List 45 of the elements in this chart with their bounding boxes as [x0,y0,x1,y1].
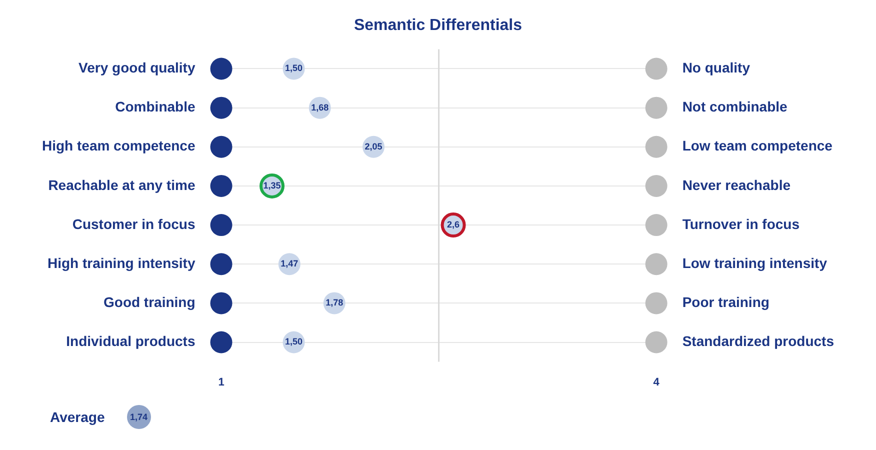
point [645,58,668,80]
point [645,96,668,119]
y-tick-label: High training intensity [47,254,196,271]
y2-tick-label: Low training intensity [682,254,828,271]
y2-tick-label: Never reachable [682,176,791,193]
point [645,136,668,158]
text: Average [50,409,105,425]
point [645,331,668,354]
point [210,58,232,80]
data-label: 1,35 [263,180,281,190]
text: 1,74 [126,405,151,429]
x-tick-label: 4 [653,376,660,388]
point [210,136,232,158]
x-tick-label: 1 [218,376,224,388]
data-label: 1,68 [311,102,329,112]
y2-tick-label: No quality [682,60,750,76]
y-tick-label: Individual products [66,333,196,350]
point [210,174,232,197]
point [645,253,668,276]
y2-tick-label: Not combinable [682,98,788,115]
y2-tick-label: Low team competence [682,138,833,154]
data-label: 1,50 [285,63,303,74]
data-label: 1,50 [285,336,303,347]
data-label: 1,78 [326,298,344,308]
y-tick-label: Very good quality [78,60,196,76]
point [210,96,232,119]
y-tick-label: Customer in focus [72,216,196,232]
y-tick-label: Reachable at any time [48,176,196,193]
point [645,292,668,314]
y2-tick-label: Turnover in focus [682,216,800,232]
point [210,331,232,354]
y-tick-label: Good training [103,294,196,310]
y2-tick-label: Standardized products [682,333,834,350]
data-label: 2,05 [364,141,382,152]
data-label: 2,6 [447,220,460,230]
point [210,292,232,314]
chart-title: Semantic Differentials [354,17,522,34]
data-label: 1,47 [280,258,298,269]
point [210,253,232,276]
y-tick-label: Combinable [115,98,196,115]
point [645,174,668,197]
point [645,214,668,236]
y-tick-label: High team competence [42,138,196,154]
point [210,214,232,236]
y2-tick-label: Poor training [682,294,770,310]
